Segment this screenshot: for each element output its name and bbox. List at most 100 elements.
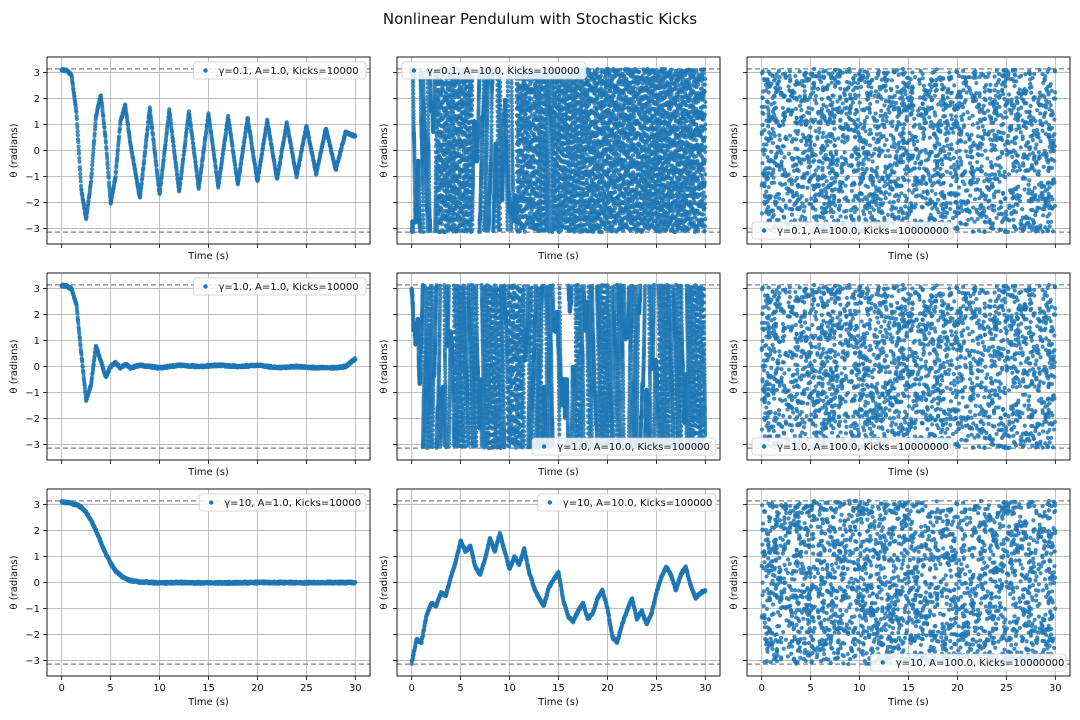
data-point	[509, 227, 514, 232]
data-point	[289, 146, 294, 152]
data-point	[484, 182, 489, 187]
data-point	[302, 133, 307, 138]
data-point	[88, 179, 94, 184]
data-point	[498, 111, 503, 116]
data-point	[497, 227, 503, 232]
data-point	[86, 202, 91, 207]
data-point	[434, 181, 439, 186]
data-point	[509, 93, 514, 98]
data-point	[77, 155, 82, 161]
data-point	[117, 126, 123, 131]
data-point	[505, 129, 511, 134]
data-point	[410, 229, 415, 234]
y-tick-label: −1	[25, 172, 40, 183]
data-point	[353, 133, 358, 139]
y-tick-label: 1	[34, 120, 40, 131]
data-point	[498, 98, 503, 103]
data-point	[439, 208, 445, 213]
data-point	[497, 216, 503, 222]
data-point	[213, 160, 218, 165]
data-point	[505, 93, 510, 98]
data-point	[489, 119, 494, 124]
data-point	[509, 119, 515, 124]
data-point	[421, 88, 426, 93]
data-point	[505, 80, 510, 85]
data-point	[178, 180, 183, 186]
data-point	[144, 131, 150, 136]
data-point	[141, 165, 146, 170]
data-point	[194, 170, 199, 175]
data-point	[76, 151, 82, 156]
data-point	[427, 196, 432, 201]
data-point	[489, 127, 494, 132]
subplot-1-2: Time (s)θ (radians)γ=0.1, A=10.0, Kicks=…	[379, 56, 721, 262]
data-point	[168, 121, 174, 126]
data-point	[522, 229, 528, 234]
data-point	[425, 109, 431, 114]
data-point	[74, 109, 79, 115]
data-point	[505, 124, 511, 129]
data-point	[84, 214, 89, 219]
data-point	[509, 100, 514, 105]
data-point	[78, 179, 83, 184]
data-point	[106, 175, 111, 180]
data-point	[105, 163, 110, 168]
data-point	[506, 143, 511, 148]
data-point	[416, 193, 422, 199]
data-point	[86, 198, 91, 204]
data-point	[175, 173, 180, 178]
data-point	[114, 163, 119, 168]
figure-title: Nonlinear Pendulum with Stochastic Kicks	[0, 10, 1080, 28]
data-point	[426, 127, 431, 133]
data-point	[452, 83, 457, 89]
data-point	[426, 124, 431, 129]
data-point	[411, 84, 416, 89]
data-point	[216, 180, 222, 185]
data-point	[143, 149, 148, 154]
data-points	[409, 66, 708, 235]
data-point	[181, 152, 186, 157]
data-point	[113, 175, 118, 180]
data-point	[531, 154, 536, 159]
data-point	[150, 126, 155, 131]
data-point	[505, 108, 511, 113]
data-point	[497, 205, 502, 211]
data-point	[74, 122, 80, 127]
data-point	[416, 188, 422, 193]
data-point	[506, 146, 511, 152]
data-point	[438, 112, 443, 117]
data-point	[225, 113, 231, 118]
data-point	[190, 141, 196, 146]
data-point	[151, 142, 157, 147]
x-axis-label: Time (s)	[187, 251, 229, 262]
data-point	[505, 98, 510, 103]
data-point	[426, 165, 432, 171]
data-point	[498, 103, 503, 108]
data-point	[411, 98, 416, 103]
data-point	[509, 81, 514, 86]
data-point	[101, 121, 107, 126]
data-point	[523, 111, 528, 117]
data-point	[420, 203, 426, 208]
data-point	[426, 176, 432, 181]
data-point	[489, 114, 494, 119]
data-point	[498, 107, 503, 112]
y-tick-label: 3	[34, 68, 40, 79]
data-point	[250, 150, 256, 155]
legend-marker	[203, 68, 208, 73]
data-point	[240, 150, 245, 155]
data-point	[421, 208, 426, 213]
data-point	[233, 162, 238, 168]
data-point	[102, 125, 107, 130]
data-point	[241, 143, 246, 148]
data-point	[421, 79, 426, 84]
data-point	[169, 129, 175, 135]
data-point	[143, 141, 148, 146]
data-point	[509, 107, 514, 113]
data-point	[158, 186, 163, 191]
data-point	[505, 219, 510, 224]
data-point	[103, 134, 108, 139]
data-point	[93, 124, 98, 129]
